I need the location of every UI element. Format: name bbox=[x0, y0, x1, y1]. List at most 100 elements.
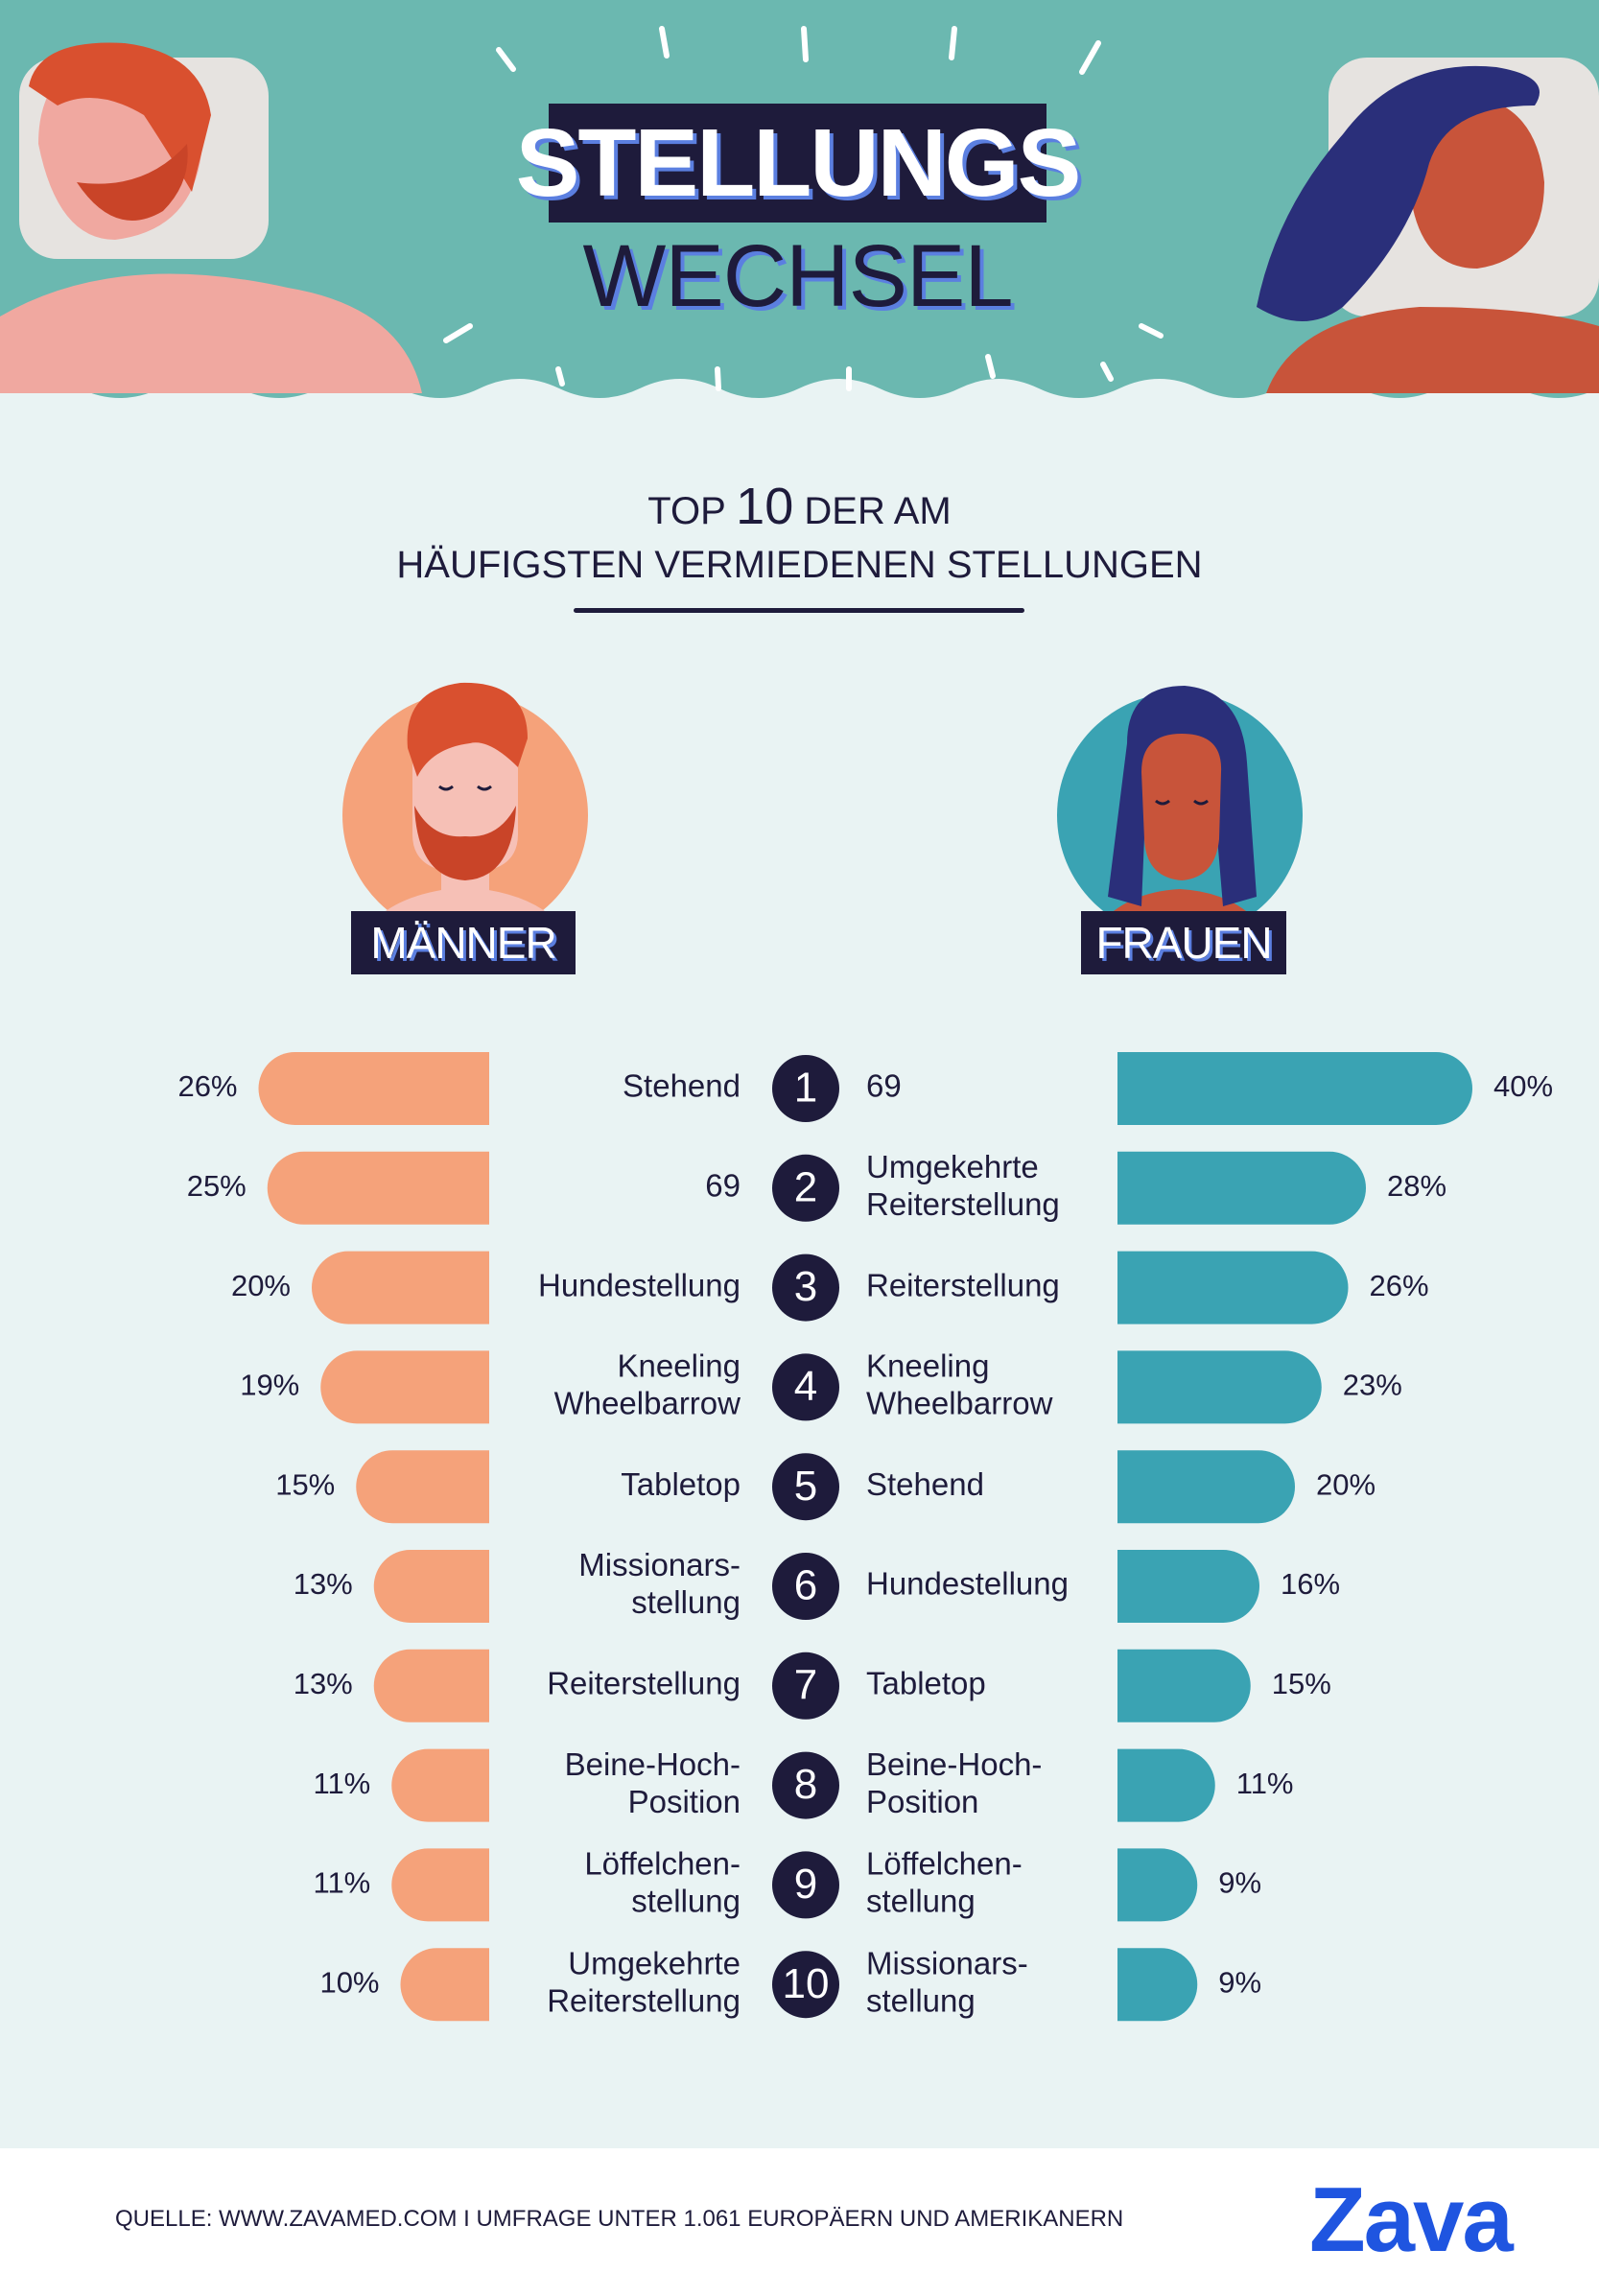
women-value-label: 9% bbox=[1218, 1866, 1261, 1900]
rank-number: 8 bbox=[794, 1761, 817, 1808]
subtitle-line-2: HÄUFIGSTEN VERMIEDENEN STELLUNGEN bbox=[396, 544, 1203, 586]
women-value-label: 9% bbox=[1218, 1965, 1261, 1999]
rank-number: 10 bbox=[783, 1960, 830, 2007]
women-category-label: Stehend bbox=[866, 1466, 984, 1502]
men-label: MÄNNER bbox=[351, 911, 576, 974]
men-category-label: Wheelbarrow bbox=[554, 1386, 741, 1421]
men-bar bbox=[400, 1948, 489, 2022]
men-category-label: Reiterstellung bbox=[547, 1666, 741, 1701]
men-value-label: 15% bbox=[275, 1467, 335, 1501]
women-avatar-icon bbox=[1057, 686, 1303, 940]
men-category-label: Beine-Hoch- bbox=[565, 1746, 741, 1782]
women-value-label: 23% bbox=[1343, 1369, 1402, 1402]
men-category-label: Position bbox=[628, 1784, 741, 1819]
men-value-label: 11% bbox=[314, 1767, 371, 1800]
source-note: QUELLE: WWW.ZAVAMED.COM I UMFRAGE UNTER … bbox=[115, 2206, 1124, 2232]
women-value-label: 15% bbox=[1272, 1667, 1331, 1700]
women-value-label: 16% bbox=[1281, 1567, 1340, 1601]
rank-badge bbox=[772, 1652, 839, 1720]
title-line-1: STELLUNGS bbox=[515, 108, 1082, 217]
men-value-label: 13% bbox=[294, 1567, 353, 1601]
women-bar bbox=[1117, 1151, 1367, 1225]
rank-badge bbox=[772, 1055, 839, 1122]
women-bar bbox=[1117, 1550, 1259, 1623]
subtitle-post: DER AM bbox=[804, 490, 952, 532]
chart-subtitle: TOP 10 DER AM HÄUFIGSTEN VERMIEDENEN STE… bbox=[0, 480, 1599, 592]
subtitle-pre: TOP bbox=[647, 490, 726, 532]
men-bar bbox=[320, 1350, 489, 1424]
men-category-label: Kneeling bbox=[618, 1348, 741, 1384]
men-category-label: Stehend bbox=[623, 1068, 741, 1104]
rank-number: 2 bbox=[794, 1163, 817, 1210]
women-bar bbox=[1117, 1649, 1251, 1722]
rank-number: 1 bbox=[794, 1065, 817, 1112]
rank-number: 6 bbox=[794, 1562, 817, 1609]
rank-badge bbox=[772, 1453, 839, 1521]
men-category-label: 69 bbox=[705, 1168, 741, 1204]
men-category-label: Umgekehrte bbox=[568, 1945, 741, 1980]
men-category-label: Tabletop bbox=[621, 1466, 741, 1502]
zava-logo: Zava bbox=[1309, 2168, 1514, 2271]
men-value-label: 25% bbox=[187, 1169, 247, 1203]
man-illustration bbox=[0, 42, 422, 393]
rank-badge bbox=[772, 1851, 839, 1919]
title-line-2: WECHSEL bbox=[582, 226, 1014, 325]
women-category-label: Wheelbarrow bbox=[866, 1386, 1053, 1421]
title-box bbox=[549, 104, 1046, 223]
women-bar bbox=[1117, 1748, 1215, 1822]
men-bar bbox=[373, 1649, 489, 1722]
women-bar bbox=[1117, 1948, 1198, 2022]
men-bar bbox=[391, 1848, 489, 1922]
rank-badge bbox=[772, 1951, 839, 2019]
women-category-label: Reiterstellung bbox=[866, 1267, 1060, 1302]
women-bar bbox=[1117, 1052, 1472, 1125]
women-category-label: Position bbox=[866, 1784, 978, 1819]
men-category-label: Hundestellung bbox=[538, 1267, 741, 1302]
women-bar bbox=[1117, 1848, 1198, 1922]
women-bar bbox=[1117, 1450, 1296, 1524]
sparkle-rays bbox=[443, 26, 1164, 391]
women-category-label: stellung bbox=[866, 1982, 976, 2018]
men-category-label: stellung bbox=[631, 1884, 741, 1919]
men-value-label: 26% bbox=[177, 1069, 237, 1103]
women-category-label: Reiterstellung bbox=[866, 1186, 1060, 1222]
men-value-label: 10% bbox=[319, 1965, 379, 1999]
rank-number: 9 bbox=[794, 1861, 817, 1908]
rank-badge bbox=[772, 1353, 839, 1421]
women-category-label: Missionars- bbox=[866, 1945, 1028, 1980]
woman-illustration bbox=[1257, 58, 1599, 393]
rank-number: 5 bbox=[794, 1463, 817, 1510]
rank-number: 3 bbox=[794, 1263, 817, 1310]
women-category-label: Hundestellung bbox=[866, 1566, 1069, 1602]
subtitle-underline bbox=[574, 608, 1024, 613]
men-bar bbox=[258, 1052, 489, 1125]
rank-badge bbox=[772, 1751, 839, 1819]
rank-number: 4 bbox=[794, 1363, 817, 1410]
men-bar bbox=[267, 1151, 489, 1225]
men-bar bbox=[356, 1450, 489, 1524]
women-category-label: Tabletop bbox=[866, 1666, 986, 1701]
women-bar bbox=[1117, 1350, 1322, 1424]
women-value-label: 28% bbox=[1387, 1169, 1446, 1203]
rank-number: 7 bbox=[794, 1661, 817, 1708]
footer bbox=[0, 2148, 1599, 2296]
rank-badge bbox=[772, 1253, 839, 1322]
men-bar bbox=[391, 1748, 489, 1822]
men-bar bbox=[312, 1251, 489, 1324]
men-value-label: 13% bbox=[294, 1667, 353, 1700]
women-bar bbox=[1117, 1251, 1349, 1324]
women-value-label: 11% bbox=[1236, 1767, 1294, 1800]
men-category-label: Reiterstellung bbox=[547, 1982, 741, 2018]
women-value-label: 40% bbox=[1493, 1069, 1553, 1103]
women-category-label: Umgekehrte bbox=[866, 1149, 1039, 1184]
women-category-label: Beine-Hoch- bbox=[866, 1746, 1042, 1782]
men-value-label: 11% bbox=[314, 1866, 371, 1900]
men-category-label: Löffelchen- bbox=[584, 1846, 741, 1882]
women-label: FRAUEN bbox=[1081, 911, 1286, 974]
women-value-label: 26% bbox=[1370, 1269, 1429, 1302]
women-category-label: stellung bbox=[866, 1884, 976, 1919]
women-value-label: 20% bbox=[1316, 1467, 1376, 1501]
men-bar bbox=[373, 1550, 489, 1623]
rank-badge bbox=[772, 1553, 839, 1620]
